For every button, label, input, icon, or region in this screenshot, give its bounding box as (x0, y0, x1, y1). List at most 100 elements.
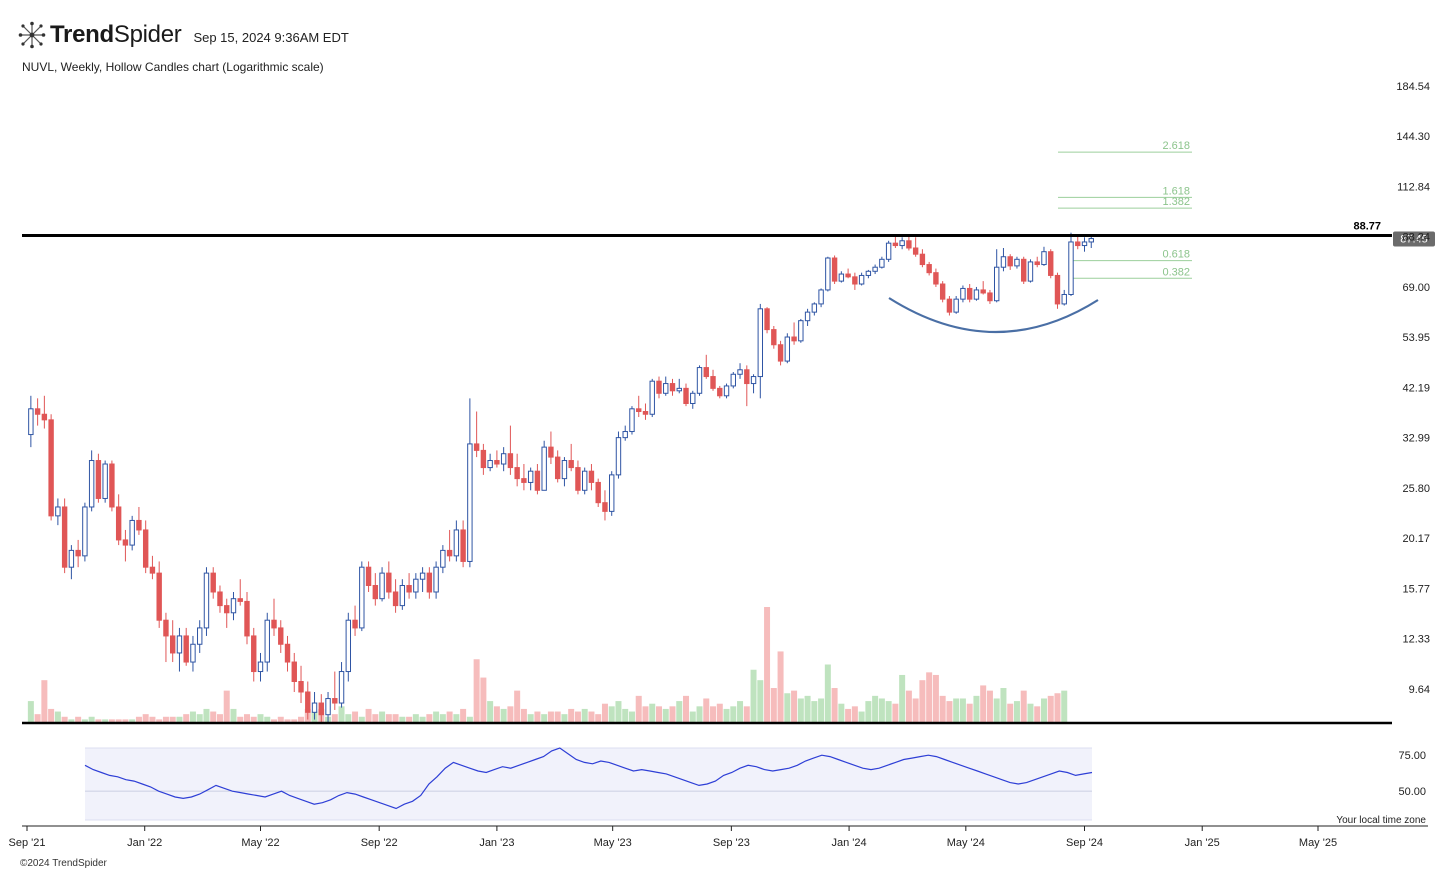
candle[interactable] (568, 443, 574, 472)
candle[interactable] (1021, 256, 1027, 285)
candle[interactable] (987, 289, 993, 304)
candle[interactable] (676, 378, 682, 394)
candle[interactable] (791, 322, 797, 345)
candle[interactable] (1048, 249, 1054, 279)
candle[interactable] (838, 271, 845, 283)
candle[interactable] (487, 453, 493, 472)
candle[interactable] (683, 383, 689, 407)
candle[interactable] (359, 561, 365, 632)
candle[interactable] (386, 561, 392, 599)
candle[interactable] (176, 627, 183, 672)
candle[interactable] (271, 598, 277, 636)
candle[interactable] (757, 303, 764, 399)
candle[interactable] (690, 390, 696, 409)
candle[interactable] (642, 403, 649, 420)
candle[interactable] (953, 296, 959, 314)
candle[interactable] (622, 425, 628, 441)
candle[interactable] (636, 395, 642, 418)
candle[interactable] (440, 545, 446, 574)
candle[interactable] (703, 354, 709, 379)
candle[interactable] (912, 237, 919, 257)
candle[interactable] (55, 498, 61, 526)
candle[interactable] (825, 256, 831, 292)
candle[interactable] (602, 490, 608, 521)
candle[interactable] (534, 464, 541, 495)
candle[interactable] (169, 620, 176, 663)
candle[interactable] (730, 372, 736, 389)
candle[interactable] (784, 333, 791, 364)
candle[interactable] (609, 471, 615, 516)
candle[interactable] (88, 450, 95, 512)
candle[interactable] (197, 620, 203, 653)
candle[interactable] (291, 652, 297, 692)
candle[interactable] (1054, 272, 1061, 309)
candle[interactable] (467, 398, 473, 568)
candle[interactable] (142, 520, 149, 574)
candle[interactable] (1007, 254, 1013, 270)
candle[interactable] (392, 579, 399, 613)
candle[interactable] (257, 652, 264, 682)
candle[interactable] (750, 374, 757, 394)
candle[interactable] (95, 453, 102, 503)
candle[interactable] (494, 450, 500, 468)
candle[interactable] (554, 450, 561, 483)
candle[interactable] (933, 268, 939, 287)
candle[interactable] (338, 662, 345, 708)
candle[interactable] (244, 591, 250, 645)
candle[interactable] (311, 691, 318, 720)
candle[interactable] (251, 627, 257, 682)
candle[interactable] (899, 237, 905, 250)
candle[interactable] (771, 325, 777, 349)
candle[interactable] (696, 365, 703, 396)
candle[interactable] (190, 635, 196, 672)
candle[interactable] (663, 376, 669, 396)
candle[interactable] (34, 398, 41, 426)
candle[interactable] (939, 281, 946, 303)
candle[interactable] (656, 376, 662, 399)
candle[interactable] (973, 286, 980, 301)
candle[interactable] (548, 431, 554, 465)
candle[interactable] (446, 529, 453, 562)
candle[interactable] (61, 498, 68, 574)
candle[interactable] (453, 520, 460, 562)
candle[interactable] (845, 268, 851, 279)
candle[interactable] (980, 281, 986, 295)
candle[interactable] (960, 285, 966, 303)
candle[interactable] (318, 694, 324, 723)
candle[interactable] (379, 567, 385, 602)
candle[interactable] (1014, 256, 1020, 269)
candle[interactable] (811, 302, 818, 316)
candle[interactable] (858, 272, 865, 286)
candle[interactable] (102, 460, 108, 503)
candle[interactable] (744, 365, 750, 407)
candle[interactable] (818, 288, 824, 308)
candle[interactable] (500, 447, 507, 472)
candle[interactable] (264, 612, 270, 672)
candle[interactable] (325, 691, 331, 723)
candle[interactable] (1027, 259, 1034, 283)
candle[interactable] (926, 261, 932, 276)
candle[interactable] (82, 502, 88, 562)
candle[interactable] (514, 453, 520, 487)
candle[interactable] (210, 567, 216, 599)
candle[interactable] (1068, 232, 1074, 297)
candle[interactable] (41, 395, 48, 429)
candle[interactable] (879, 256, 885, 269)
candle[interactable] (581, 467, 588, 495)
candle[interactable] (460, 520, 466, 568)
candle[interactable] (872, 264, 878, 275)
candle[interactable] (433, 561, 439, 599)
candle[interactable] (629, 406, 635, 435)
candle[interactable] (798, 318, 804, 343)
candle[interactable] (764, 307, 770, 334)
candle[interactable] (413, 573, 419, 599)
candle[interactable] (48, 414, 54, 521)
candle[interactable] (723, 383, 730, 399)
candle[interactable] (473, 411, 480, 458)
candle[interactable] (480, 443, 487, 475)
candle[interactable] (122, 529, 129, 562)
candle[interactable] (109, 460, 115, 512)
candle[interactable] (183, 627, 189, 666)
candle[interactable] (1088, 234, 1094, 248)
candle[interactable] (852, 272, 858, 290)
